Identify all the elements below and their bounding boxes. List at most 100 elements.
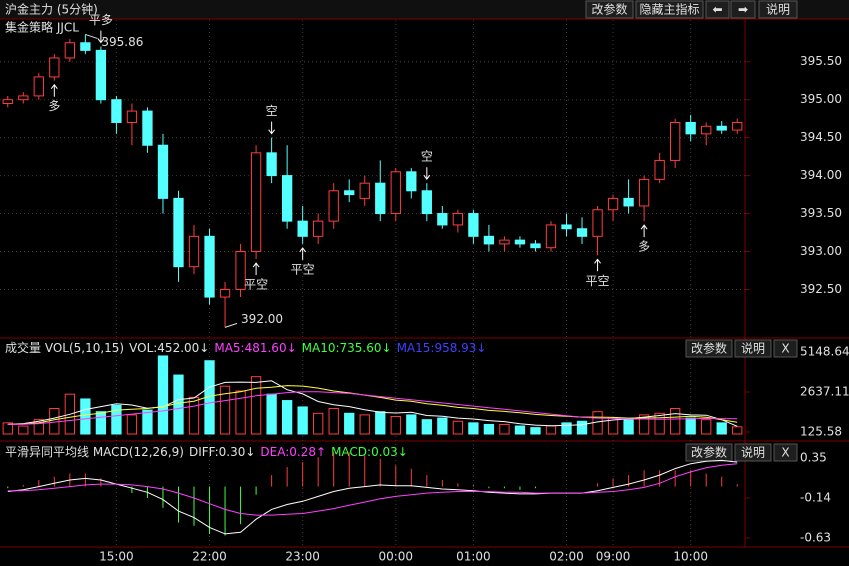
annotation-leader — [85, 33, 98, 39]
candle-body — [64, 42, 75, 59]
candle-body — [126, 110, 138, 123]
volume-bar — [514, 425, 526, 435]
volume-ma-line — [7, 380, 738, 427]
signal-arrow — [268, 121, 276, 135]
signal-arrow — [594, 258, 601, 272]
volume-bar — [250, 376, 262, 435]
button[interactable]: 隐藏主指标 — [635, 0, 704, 19]
chart-title: 集金策略 JJCL — [5, 20, 79, 35]
button[interactable]: ⬅ — [705, 0, 730, 19]
signal-label: 平空 — [244, 278, 268, 292]
y-tick-label: 395.00 — [800, 92, 842, 106]
button-frame — [758, 0, 798, 19]
candle-body — [514, 239, 526, 245]
candle-body — [188, 235, 200, 268]
button-frame — [734, 339, 772, 358]
volume-bar — [561, 422, 572, 435]
diff-line — [7, 459, 738, 535]
x-tick-label: 10:00 — [673, 550, 708, 564]
y-tick-label: 393.00 — [800, 244, 842, 258]
x-tick-label: 01:00 — [456, 550, 491, 564]
signal-arrow — [423, 167, 431, 181]
volume-bar — [297, 406, 308, 435]
readout: MACD:0.03↓ — [331, 445, 408, 459]
button[interactable]: 说明 — [734, 443, 772, 462]
signal-arrow — [299, 247, 307, 260]
candle-body — [235, 251, 246, 290]
candle-body — [250, 152, 262, 253]
volume-bar — [2, 422, 13, 435]
y-tick-label: 0.35 — [800, 451, 827, 465]
x-tick-label: 02:00 — [549, 550, 584, 564]
candle-body — [406, 171, 417, 192]
button[interactable]: 改参数 — [685, 443, 733, 462]
x-tick-label: 09:00 — [596, 550, 631, 564]
candle-body — [468, 213, 479, 237]
button[interactable]: 说明 — [734, 339, 772, 358]
candle-body — [204, 235, 215, 298]
button-label: 说明 — [766, 2, 790, 17]
volume-bar — [576, 420, 588, 435]
readout: MA5:481.60↓ — [214, 341, 296, 355]
x-tick-label: 15:00 — [99, 550, 134, 564]
button-label: X — [781, 342, 789, 356]
button-frame — [705, 0, 730, 19]
button-label: X — [781, 446, 789, 460]
signal-arrow — [50, 83, 58, 97]
candle-body — [33, 76, 44, 97]
y-tick-label: -0.14 — [800, 491, 831, 505]
button-label: ⬅ — [712, 3, 722, 17]
button-label: 改参数 — [691, 341, 727, 356]
y-tick-label: 2637.11 — [800, 384, 849, 398]
volume-bar — [142, 409, 153, 435]
button-label: 改参数 — [591, 2, 627, 17]
volume-bar — [359, 414, 370, 435]
volume-bar — [313, 412, 324, 435]
volume-bar — [375, 411, 386, 435]
readout: MA15:958.93↓ — [397, 341, 487, 355]
annotation-leader — [224, 322, 238, 328]
volume-bar — [219, 385, 231, 435]
candle-body — [49, 57, 60, 78]
signal-label: 多 — [638, 240, 650, 254]
candle-body — [390, 171, 401, 215]
button[interactable]: ➡ — [730, 0, 756, 19]
volume-bar — [483, 423, 495, 435]
annotation-label: 392.00 — [241, 312, 283, 326]
x-tick-label: 23:00 — [285, 550, 320, 564]
candle-body — [95, 49, 107, 101]
candle-body — [266, 152, 277, 177]
candle-body — [592, 209, 603, 237]
volume-bar — [670, 408, 681, 435]
volume-bar — [421, 419, 432, 435]
button[interactable]: 改参数 — [585, 0, 634, 19]
candle-body — [2, 99, 13, 104]
candle-body — [452, 213, 464, 226]
signal-label: 平多 — [89, 13, 113, 27]
y-tick-label: 393.50 — [800, 206, 842, 220]
candle-body — [111, 99, 122, 123]
volume-bar — [188, 396, 200, 435]
candle-body — [297, 220, 308, 237]
button-frame — [773, 339, 798, 358]
instrument-title: 沪金主力 (5分钟) — [5, 2, 98, 17]
candle-body — [437, 213, 448, 226]
panel-title: 成交量 VOL(5,10,15) — [5, 340, 124, 355]
readout: DIFF:0.30↓ — [189, 445, 255, 459]
y-tick-label: 394.50 — [800, 130, 842, 144]
candle-body — [344, 190, 355, 196]
volume-bar — [80, 398, 91, 435]
candle-body — [561, 224, 572, 230]
volume-bar — [281, 400, 293, 435]
button[interactable]: 改参数 — [685, 339, 733, 358]
volume-ma-line — [7, 391, 738, 425]
signal-arrow — [252, 262, 260, 276]
volume-bar — [468, 422, 479, 435]
candle-body — [421, 190, 432, 215]
candle-body — [157, 144, 169, 199]
button[interactable]: 说明 — [758, 0, 798, 19]
signal-arrow — [97, 30, 105, 44]
button[interactable]: X — [773, 339, 798, 358]
volume-bar — [33, 419, 44, 435]
button[interactable]: X — [773, 443, 798, 462]
